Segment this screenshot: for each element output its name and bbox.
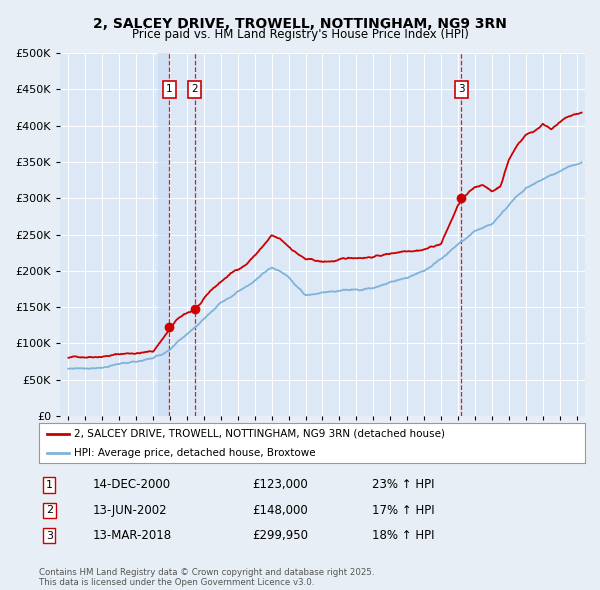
Text: £148,000: £148,000 [252,504,308,517]
Text: Contains HM Land Registry data © Crown copyright and database right 2025.
This d: Contains HM Land Registry data © Crown c… [39,568,374,587]
Text: £123,000: £123,000 [252,478,308,491]
Text: £299,950: £299,950 [252,529,308,542]
Text: 2: 2 [191,84,198,94]
Text: 1: 1 [46,480,53,490]
Text: 17% ↑ HPI: 17% ↑ HPI [372,504,434,517]
Bar [158,53,169,416]
Text: 2, SALCEY DRIVE, TROWELL, NOTTINGHAM, NG9 3RN: 2, SALCEY DRIVE, TROWELL, NOTTINGHAM, NG… [93,17,507,31]
Text: 3: 3 [458,84,464,94]
Text: 1: 1 [166,84,173,94]
Text: HPI: Average price, detached house, Broxtowe: HPI: Average price, detached house, Brox… [74,448,316,458]
Text: 13-JUN-2002: 13-JUN-2002 [93,504,167,517]
Text: 13-MAR-2018: 13-MAR-2018 [93,529,172,542]
Text: 2: 2 [46,506,53,515]
Text: Price paid vs. HM Land Registry's House Price Index (HPI): Price paid vs. HM Land Registry's House … [131,28,469,41]
Text: 2, SALCEY DRIVE, TROWELL, NOTTINGHAM, NG9 3RN (detached house): 2, SALCEY DRIVE, TROWELL, NOTTINGHAM, NG… [74,429,445,439]
Text: 18% ↑ HPI: 18% ↑ HPI [372,529,434,542]
Text: 23% ↑ HPI: 23% ↑ HPI [372,478,434,491]
Text: 3: 3 [46,531,53,540]
Text: 14-DEC-2000: 14-DEC-2000 [93,478,171,491]
